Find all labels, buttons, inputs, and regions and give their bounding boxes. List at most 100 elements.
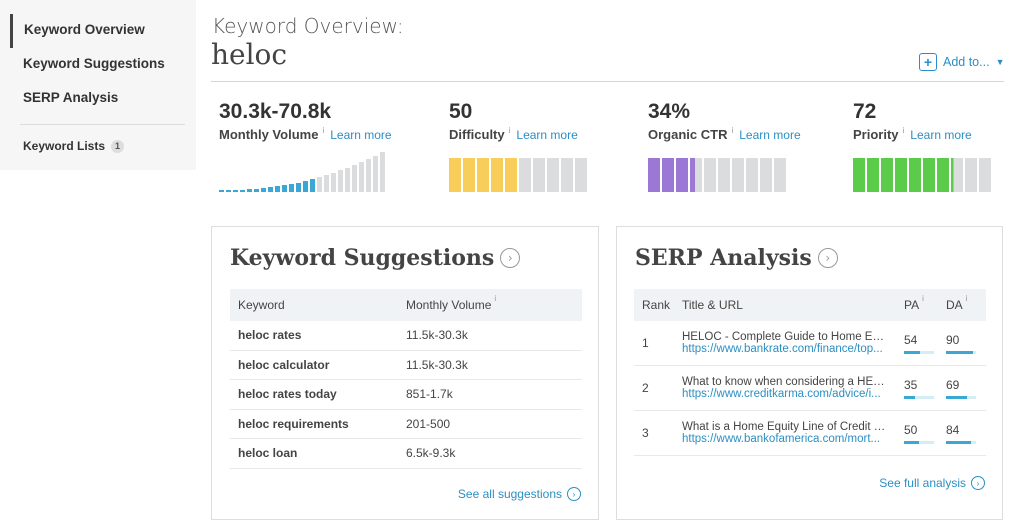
volume-bar <box>233 190 238 192</box>
title-url-cell: HELOC - Complete Guide to Home Equity Li… <box>682 331 904 355</box>
keyword-cell[interactable]: heloc loan <box>238 446 298 461</box>
metric-value: 50 <box>449 100 473 123</box>
col-title-url[interactable]: Title & URL <box>682 298 743 312</box>
learn-more-link[interactable]: Learn more <box>910 127 972 142</box>
pa-cell: 35 <box>904 378 946 399</box>
info-icon[interactable]: i <box>508 126 511 135</box>
gauge-segment <box>867 158 879 192</box>
see-full-analysis-link[interactable]: See full analysis › <box>879 476 985 490</box>
table-row: heloc requirements 201-500 <box>230 410 582 439</box>
volume-bar <box>331 173 336 192</box>
keyword-suggestions-table: Keyword Monthly Volume i heloc rates 11.5k… <box>230 289 582 469</box>
chevron-right-circle-icon[interactable]: › <box>500 248 521 268</box>
gauge-segment <box>881 158 893 192</box>
sidebar-item-keyword-overview[interactable]: Keyword Overview <box>10 14 185 48</box>
learn-more-link[interactable]: Learn more <box>739 127 801 142</box>
pa-bar <box>904 395 934 399</box>
organic-ctr-gauge <box>648 158 788 192</box>
info-icon: i <box>494 294 497 303</box>
table-row: heloc calculator 11.5k-30.3k <box>230 351 582 380</box>
title-url-cell: What is a Home Equity Line of Credit and… <box>682 421 904 445</box>
pa-value: 54 <box>904 332 918 347</box>
col-monthly-volume-header[interactable]: Monthly Volume i <box>406 294 496 312</box>
keyword-cell[interactable]: heloc calculator <box>238 357 330 372</box>
keyword-lists-label: Keyword Lists <box>23 139 106 153</box>
info-icon[interactable]: i <box>731 126 734 135</box>
priority-gauge <box>853 158 993 192</box>
sidebar-item-keyword-lists[interactable]: Keyword Lists 1 <box>10 139 185 153</box>
gauge-segment <box>704 158 716 192</box>
col-pa-header[interactable]: PA i <box>904 294 946 312</box>
metric-priority: 72 Priority i Learn more <box>853 100 972 142</box>
volume-bar <box>275 186 280 192</box>
table-body: heloc rates 11.5k-30.3k heloc calculator 11… <box>230 321 582 469</box>
keyword-cell[interactable]: heloc rates today <box>238 387 337 402</box>
volume-bar <box>268 187 273 192</box>
da-bar-fill <box>946 440 972 444</box>
gauge-segment <box>895 158 907 192</box>
volume-bar <box>338 170 343 192</box>
gauge-segment <box>923 158 935 192</box>
volume-bar <box>254 189 259 192</box>
table-row: 1 HELOC - Complete Guide to Home Equity L… <box>634 321 986 366</box>
pa-bar <box>904 350 934 354</box>
learn-more-link[interactable]: Learn more <box>516 127 578 142</box>
see-full-analysis-label: See full analysis <box>879 476 966 490</box>
info-icon[interactable]: i <box>902 126 905 135</box>
da-cell: 84 <box>946 423 976 444</box>
volume-bar <box>380 152 385 192</box>
volume-cell: 11.5k-30.3k <box>406 328 468 343</box>
table-row: heloc rates today 851-1.7k <box>230 380 582 410</box>
plus-icon: + <box>919 53 937 71</box>
col-keyword[interactable]: Keyword <box>238 298 285 312</box>
sidebar-item-serp-analysis[interactable]: SERP Analysis <box>23 90 119 105</box>
chevron-right-circle-icon: › <box>971 476 985 490</box>
sidebar-nav: Keyword Overview Keyword Suggestions SER… <box>10 14 185 153</box>
card-title: SERP Analysis › <box>635 245 838 271</box>
volume-bar <box>324 175 329 192</box>
add-to-label: Add to... <box>943 55 990 69</box>
volume-cell: 11.5k-30.3k <box>406 357 468 372</box>
pa-value: 50 <box>904 422 918 437</box>
keyword-cell[interactable]: heloc requirements <box>238 416 349 431</box>
gauge-segment <box>547 158 559 192</box>
gauge-segment <box>774 158 786 192</box>
metric-difficulty: 50 Difficulty i Learn more <box>449 100 578 142</box>
result-url-link[interactable]: https://www.creditkarma.com/advice/i... <box>682 388 881 400</box>
add-to-button[interactable]: + Add to... ▼ <box>919 53 1004 71</box>
volume-bar <box>247 189 252 192</box>
col-rank[interactable]: Rank <box>642 298 671 312</box>
gauge-segment <box>951 158 963 192</box>
metric-label: Priority <box>853 127 899 142</box>
result-title: HELOC - Complete Guide to Home Equity Li… <box>682 331 890 343</box>
volume-bar <box>289 184 294 192</box>
info-icon[interactable]: i <box>322 126 325 135</box>
rank-cell: 3 <box>642 426 649 440</box>
gauge-segment <box>853 158 865 192</box>
col-da-header[interactable]: DA i <box>946 294 967 312</box>
volume-bar <box>219 190 224 192</box>
volume-bar <box>366 159 371 192</box>
gauge-segment <box>965 158 977 192</box>
info-icon: i <box>965 294 968 303</box>
metric-label: Difficulty <box>449 127 505 142</box>
keyword-cell[interactable]: heloc rates <box>238 328 302 343</box>
metric-organic-ctr: 34% Organic CTR i Learn more <box>648 100 801 142</box>
difficulty-gauge <box>449 158 589 192</box>
gauge-segment <box>648 158 660 192</box>
volume-bar <box>317 177 322 192</box>
sidebar-item-keyword-suggestions[interactable]: Keyword Suggestions <box>23 56 165 71</box>
table-row: heloc rates 11.5k-30.3k <box>230 321 582 351</box>
result-title: What is a Home Equity Line of Credit and… <box>682 421 890 433</box>
metric-label: Monthly Volume <box>219 127 319 142</box>
gauge-segment <box>937 158 949 192</box>
result-url-link[interactable]: https://www.bankrate.com/finance/top... <box>682 343 883 355</box>
chevron-right-circle-icon[interactable]: › <box>817 248 838 268</box>
volume-bar <box>310 179 315 192</box>
result-url-link[interactable]: https://www.bankofamerica.com/mort... <box>682 433 881 445</box>
col-da: DA <box>946 298 963 312</box>
pa-bar <box>904 440 934 444</box>
learn-more-link[interactable]: Learn more <box>330 127 392 142</box>
see-all-suggestions-link[interactable]: See all suggestions › <box>458 487 581 501</box>
da-cell: 90 <box>946 333 976 354</box>
